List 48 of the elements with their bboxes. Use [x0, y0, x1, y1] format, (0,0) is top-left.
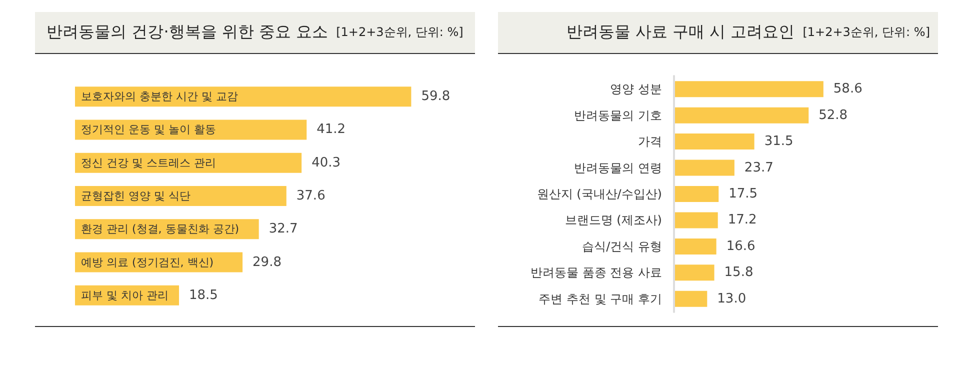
bar — [674, 238, 716, 254]
data-label: 23.7 — [744, 160, 774, 176]
bar — [75, 152, 302, 173]
bar — [674, 160, 734, 176]
y-tick-label: 예방 의료 (정기검진, 백신) — [81, 256, 214, 269]
data-label: 32.7 — [268, 222, 298, 237]
y-tick-label: 피부 및 치아 관리 — [81, 288, 168, 302]
y-tick-label: 브랜드명 (제조사) — [564, 213, 662, 228]
y-tick-label: 정기적인 운동 및 놀이 활동 — [81, 123, 216, 136]
chart-subtitle: [1+2+3순위, 단위: %] — [336, 24, 464, 41]
bar — [674, 264, 714, 281]
y-tick-label: 환경 관리 (청결, 동물친화 공간) — [81, 222, 240, 236]
y-tick-label: 영양 성분 — [610, 82, 662, 96]
data-label: 59.8 — [421, 89, 450, 104]
data-label: 41.2 — [316, 122, 346, 138]
data-label: 18.5 — [189, 288, 218, 303]
data-label: 13.0 — [717, 291, 746, 306]
data-label: 58.6 — [833, 82, 862, 97]
y-tick-label: 반려동물의 기호 — [574, 108, 662, 122]
data-label: 16.6 — [726, 238, 756, 254]
chart-title: 반려동물의 건강·행복을 위한 중요 요소 — [46, 22, 328, 43]
bar — [75, 86, 412, 107]
y-tick-label: 보호자와의 충분한 시간 및 교감 — [81, 90, 238, 104]
y-tick-label: 균형잡힌 영양 및 식단 — [81, 190, 190, 202]
y-tick-label: 정신 건강 및 스트레스 관리 — [81, 156, 216, 170]
chart-title: 반려동물 사료 구매 시 고려요인 — [566, 22, 795, 43]
y-tick-label: 반려동물 품종 전용 사료 — [530, 266, 662, 280]
data-label: 17.2 — [728, 212, 757, 228]
data-label: 52.8 — [818, 108, 848, 123]
y-tick-label: 반려동물의 연령 — [574, 160, 662, 175]
bar — [674, 186, 719, 202]
data-label: 31.5 — [764, 134, 794, 150]
data-label: 40.3 — [312, 155, 341, 170]
bar — [75, 186, 286, 206]
bar — [674, 81, 824, 98]
bar — [674, 107, 809, 124]
bar — [674, 212, 718, 228]
y-tick-label: 습식/건식 유형 — [582, 239, 662, 254]
data-label: 17.5 — [728, 186, 758, 202]
data-label: 15.8 — [724, 265, 754, 280]
data-label: 29.8 — [252, 254, 282, 270]
bar — [674, 290, 708, 307]
y-tick-label: 주변 추천 및 구매 후기 — [538, 292, 662, 306]
bar — [674, 134, 754, 150]
y-tick-label: 원산지 (국내산/수입산) — [536, 187, 662, 201]
data-label: 37.6 — [296, 188, 326, 204]
text: [1+2+3순위, 단위: %] — [802, 24, 930, 41]
y-tick-label: 가격 — [638, 134, 662, 149]
